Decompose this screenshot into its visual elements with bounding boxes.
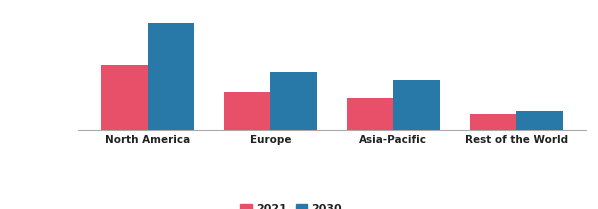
Bar xyxy=(224,92,270,130)
Legend: 2021, 2030: 2021, 2030 xyxy=(236,199,346,209)
Bar xyxy=(270,72,317,130)
Bar xyxy=(393,80,440,130)
Bar xyxy=(101,65,148,130)
Bar xyxy=(469,114,516,130)
Bar xyxy=(516,111,563,130)
Bar xyxy=(347,98,393,130)
Bar xyxy=(148,23,194,130)
